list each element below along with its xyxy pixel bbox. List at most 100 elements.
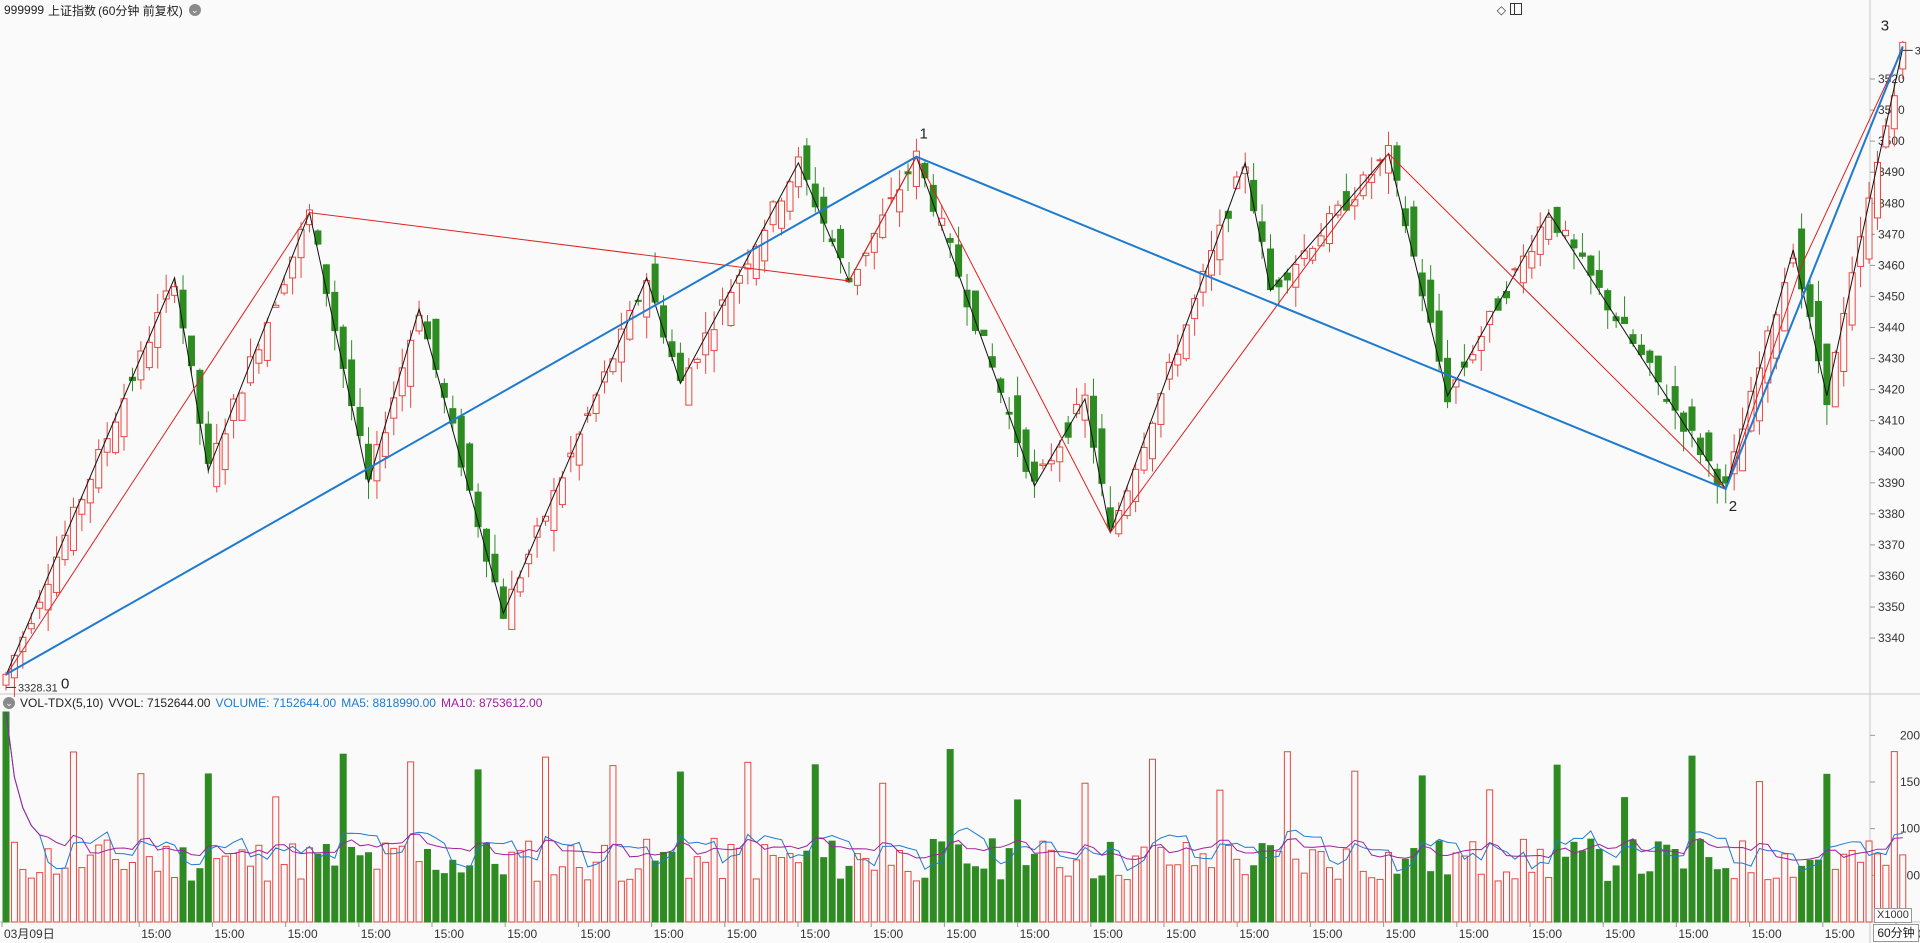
candle-down <box>179 275 187 344</box>
candle-body <box>1528 251 1536 269</box>
volume-bar-up <box>1283 751 1291 923</box>
candle-up <box>1469 344 1477 364</box>
candle-up <box>853 268 861 296</box>
candle-body <box>1089 395 1097 448</box>
price-tick-label: 3430 <box>1878 352 1905 366</box>
time-tick-label: 15:00 <box>1752 927 1782 941</box>
volume-bar-down <box>1806 859 1814 923</box>
candle-up <box>1148 421 1156 472</box>
candle-body <box>609 358 617 373</box>
ma5-value: MA5: 8818990.00 <box>341 696 436 710</box>
ma5-line <box>5 711 1903 872</box>
candle-down <box>997 377 1005 404</box>
candle-up <box>95 439 103 494</box>
diamond-icon[interactable]: ◇ <box>1496 3 1506 17</box>
candle-down <box>1587 254 1595 295</box>
candle-body <box>575 433 583 466</box>
candle-body <box>1873 161 1881 219</box>
candle-up <box>1385 131 1393 195</box>
candle-body <box>1553 206 1561 233</box>
volume-bar-down <box>364 852 372 923</box>
volume-bar-up <box>78 867 86 923</box>
timeframe-button[interactable]: 60分钟 <box>1873 924 1919 942</box>
volume-bar-up <box>53 873 61 923</box>
volume-bar-up <box>255 844 263 923</box>
volume-bar-up <box>525 840 533 923</box>
volume-bar-up <box>381 842 389 923</box>
candle-down <box>1098 413 1106 497</box>
candle-body <box>803 145 811 180</box>
wave-label: 3 <box>1881 17 1889 34</box>
volume-bar-down <box>440 873 448 923</box>
volume-bar-down <box>322 844 330 923</box>
volume-bar-down <box>1629 839 1637 923</box>
volume-bar-up <box>272 796 280 923</box>
candle-up <box>1174 334 1182 377</box>
volume-bar-up <box>221 855 229 923</box>
time-tick-label: 15:00 <box>361 927 391 941</box>
volume-bar-up <box>36 872 44 923</box>
volume-bar-up <box>558 866 566 923</box>
volume-bar-down <box>1098 875 1106 923</box>
candle-body <box>533 525 541 538</box>
candle-down <box>1595 250 1603 296</box>
volume-bar-up <box>1326 867 1334 923</box>
candle-down <box>348 340 356 421</box>
volume-bar-up <box>702 861 710 923</box>
candle-up <box>1486 310 1494 343</box>
volume-bar-down <box>1604 880 1612 923</box>
volume-bar-down <box>483 842 491 923</box>
candle-body <box>710 329 718 352</box>
candle-down <box>1014 376 1022 458</box>
chevron-down-icon[interactable]: ⌄ <box>3 697 15 709</box>
volume-bar-up <box>1747 872 1755 923</box>
volume-bar-up <box>1191 865 1199 923</box>
candle-body <box>769 201 777 226</box>
volume-bar-up <box>862 857 870 923</box>
candle-body <box>626 309 634 340</box>
volume-bar-down <box>1688 755 1696 923</box>
candle-body <box>1250 179 1258 212</box>
candle-body <box>1014 395 1022 444</box>
candle-body <box>381 432 389 457</box>
candle-up <box>1334 200 1342 219</box>
candle-body <box>1705 432 1713 462</box>
candle-body <box>1317 235 1325 247</box>
volume-bar-up <box>752 878 760 923</box>
price-tick-label: 3350 <box>1878 600 1905 614</box>
wave-label: 0 <box>61 675 69 692</box>
volume-bar-up <box>710 837 718 923</box>
panel-toggle-icon[interactable] <box>1510 3 1522 15</box>
volume-bar-up <box>112 859 120 923</box>
candle-up <box>1511 266 1519 277</box>
candle-body <box>1148 422 1156 460</box>
volume-bar-up <box>693 856 701 923</box>
candle-up <box>1519 244 1527 294</box>
candle-down <box>449 395 457 432</box>
candle-body <box>415 314 423 332</box>
candle-up <box>1865 181 1873 264</box>
volume-bar-up <box>1385 851 1393 923</box>
chevron-down-icon[interactable]: ⌄ <box>188 4 201 16</box>
candle-up <box>44 563 52 632</box>
candle-body <box>1326 213 1334 245</box>
volume-bar-down <box>499 874 507 923</box>
volume-bar-up <box>1157 846 1165 923</box>
volume-bar-up <box>1233 858 1241 923</box>
time-tick-label: 15:00 <box>1678 927 1708 941</box>
candle-body <box>1865 197 1873 260</box>
candle-body <box>1385 145 1393 174</box>
candle-up <box>761 219 769 273</box>
volume-bar-down <box>1410 848 1418 923</box>
candle-down <box>971 290 979 335</box>
candle-up <box>752 243 760 286</box>
volume-bar-up <box>601 844 609 923</box>
volume-bar-down <box>820 857 828 923</box>
volume-bar-up <box>508 851 516 923</box>
candle-body <box>120 398 128 438</box>
candle-down <box>828 229 836 247</box>
candle-body <box>508 588 516 630</box>
candle-up <box>238 391 246 421</box>
